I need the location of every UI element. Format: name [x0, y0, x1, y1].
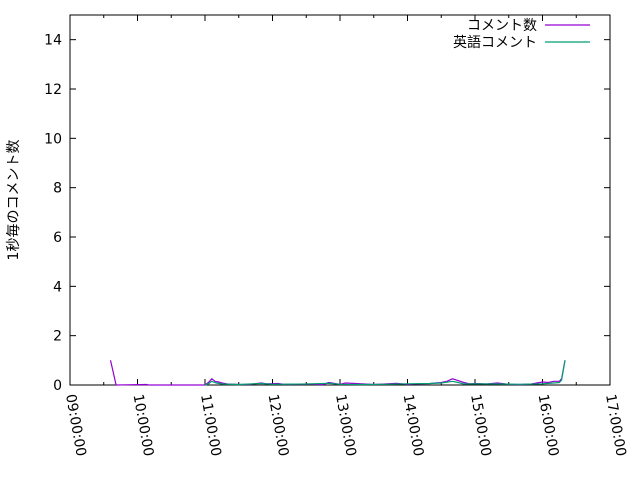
y-tick-label: 0: [53, 378, 62, 394]
plot-frame: [69, 14, 611, 386]
x-tick-label: 15:00:00: [467, 393, 494, 458]
legend-label: 英語コメント: [453, 34, 537, 51]
x-tick-label: 16:00:00: [535, 393, 562, 458]
x-tick-label: 11:00:00: [197, 393, 224, 458]
y-tick-label: 8: [53, 181, 62, 197]
x-tick-label: 17:00:00: [602, 393, 629, 458]
y-tick-label: 12: [44, 82, 62, 98]
y-tick-label: 6: [53, 230, 62, 246]
series-line-1: [204, 360, 566, 386]
y-tick-label: 2: [53, 329, 62, 345]
y-tick-label: 4: [53, 279, 62, 295]
x-tick-label: 09:00:00: [62, 393, 89, 458]
x-tick-label: 12:00:00: [265, 393, 292, 458]
x-tick-label: 13:00:00: [332, 393, 359, 458]
y-tick-label: 14: [44, 33, 62, 49]
legend-label: コメント数: [467, 18, 537, 34]
x-tick-label: 10:00:00: [130, 393, 157, 458]
x-tick-label: 14:00:00: [400, 393, 427, 458]
y-axis-label: 1秒毎のコメント数: [6, 140, 22, 261]
series-line-0: [109, 360, 566, 386]
y-tick-label: 10: [44, 131, 62, 147]
